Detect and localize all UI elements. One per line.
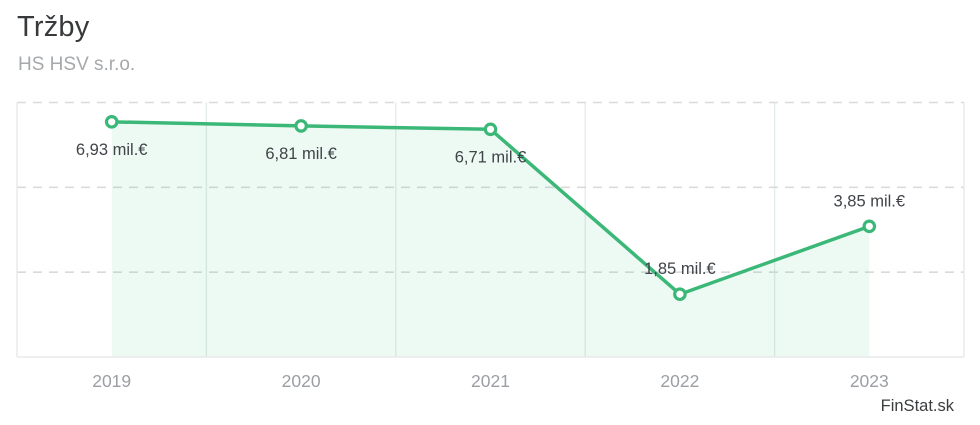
data-point-marker [294,119,308,133]
data-point-label: 6,93 mil.€ [76,141,148,159]
data-point-marker [483,122,498,137]
data-point-label: 1,85 mil.€ [644,260,716,278]
x-axis-label: 2021 [471,371,510,391]
data-point-label: 3,85 mil.€ [834,192,906,210]
page-title: Tržby [17,11,90,43]
finstat-brand-link[interactable]: FinStat.sk [880,397,954,415]
company-name: HS HSV s.r.o. [18,54,136,75]
data-point-label: 6,81 mil.€ [265,145,337,163]
data-point-marker [862,219,877,234]
x-axis-label: 2022 [660,371,699,391]
data-point-label: 6,71 mil.€ [455,148,527,166]
x-axis-label: 2020 [282,371,321,391]
data-point-marker [104,115,119,129]
x-axis-label: 2019 [92,371,131,391]
data-point-marker [673,287,687,302]
x-axis-label: 2023 [850,371,889,391]
